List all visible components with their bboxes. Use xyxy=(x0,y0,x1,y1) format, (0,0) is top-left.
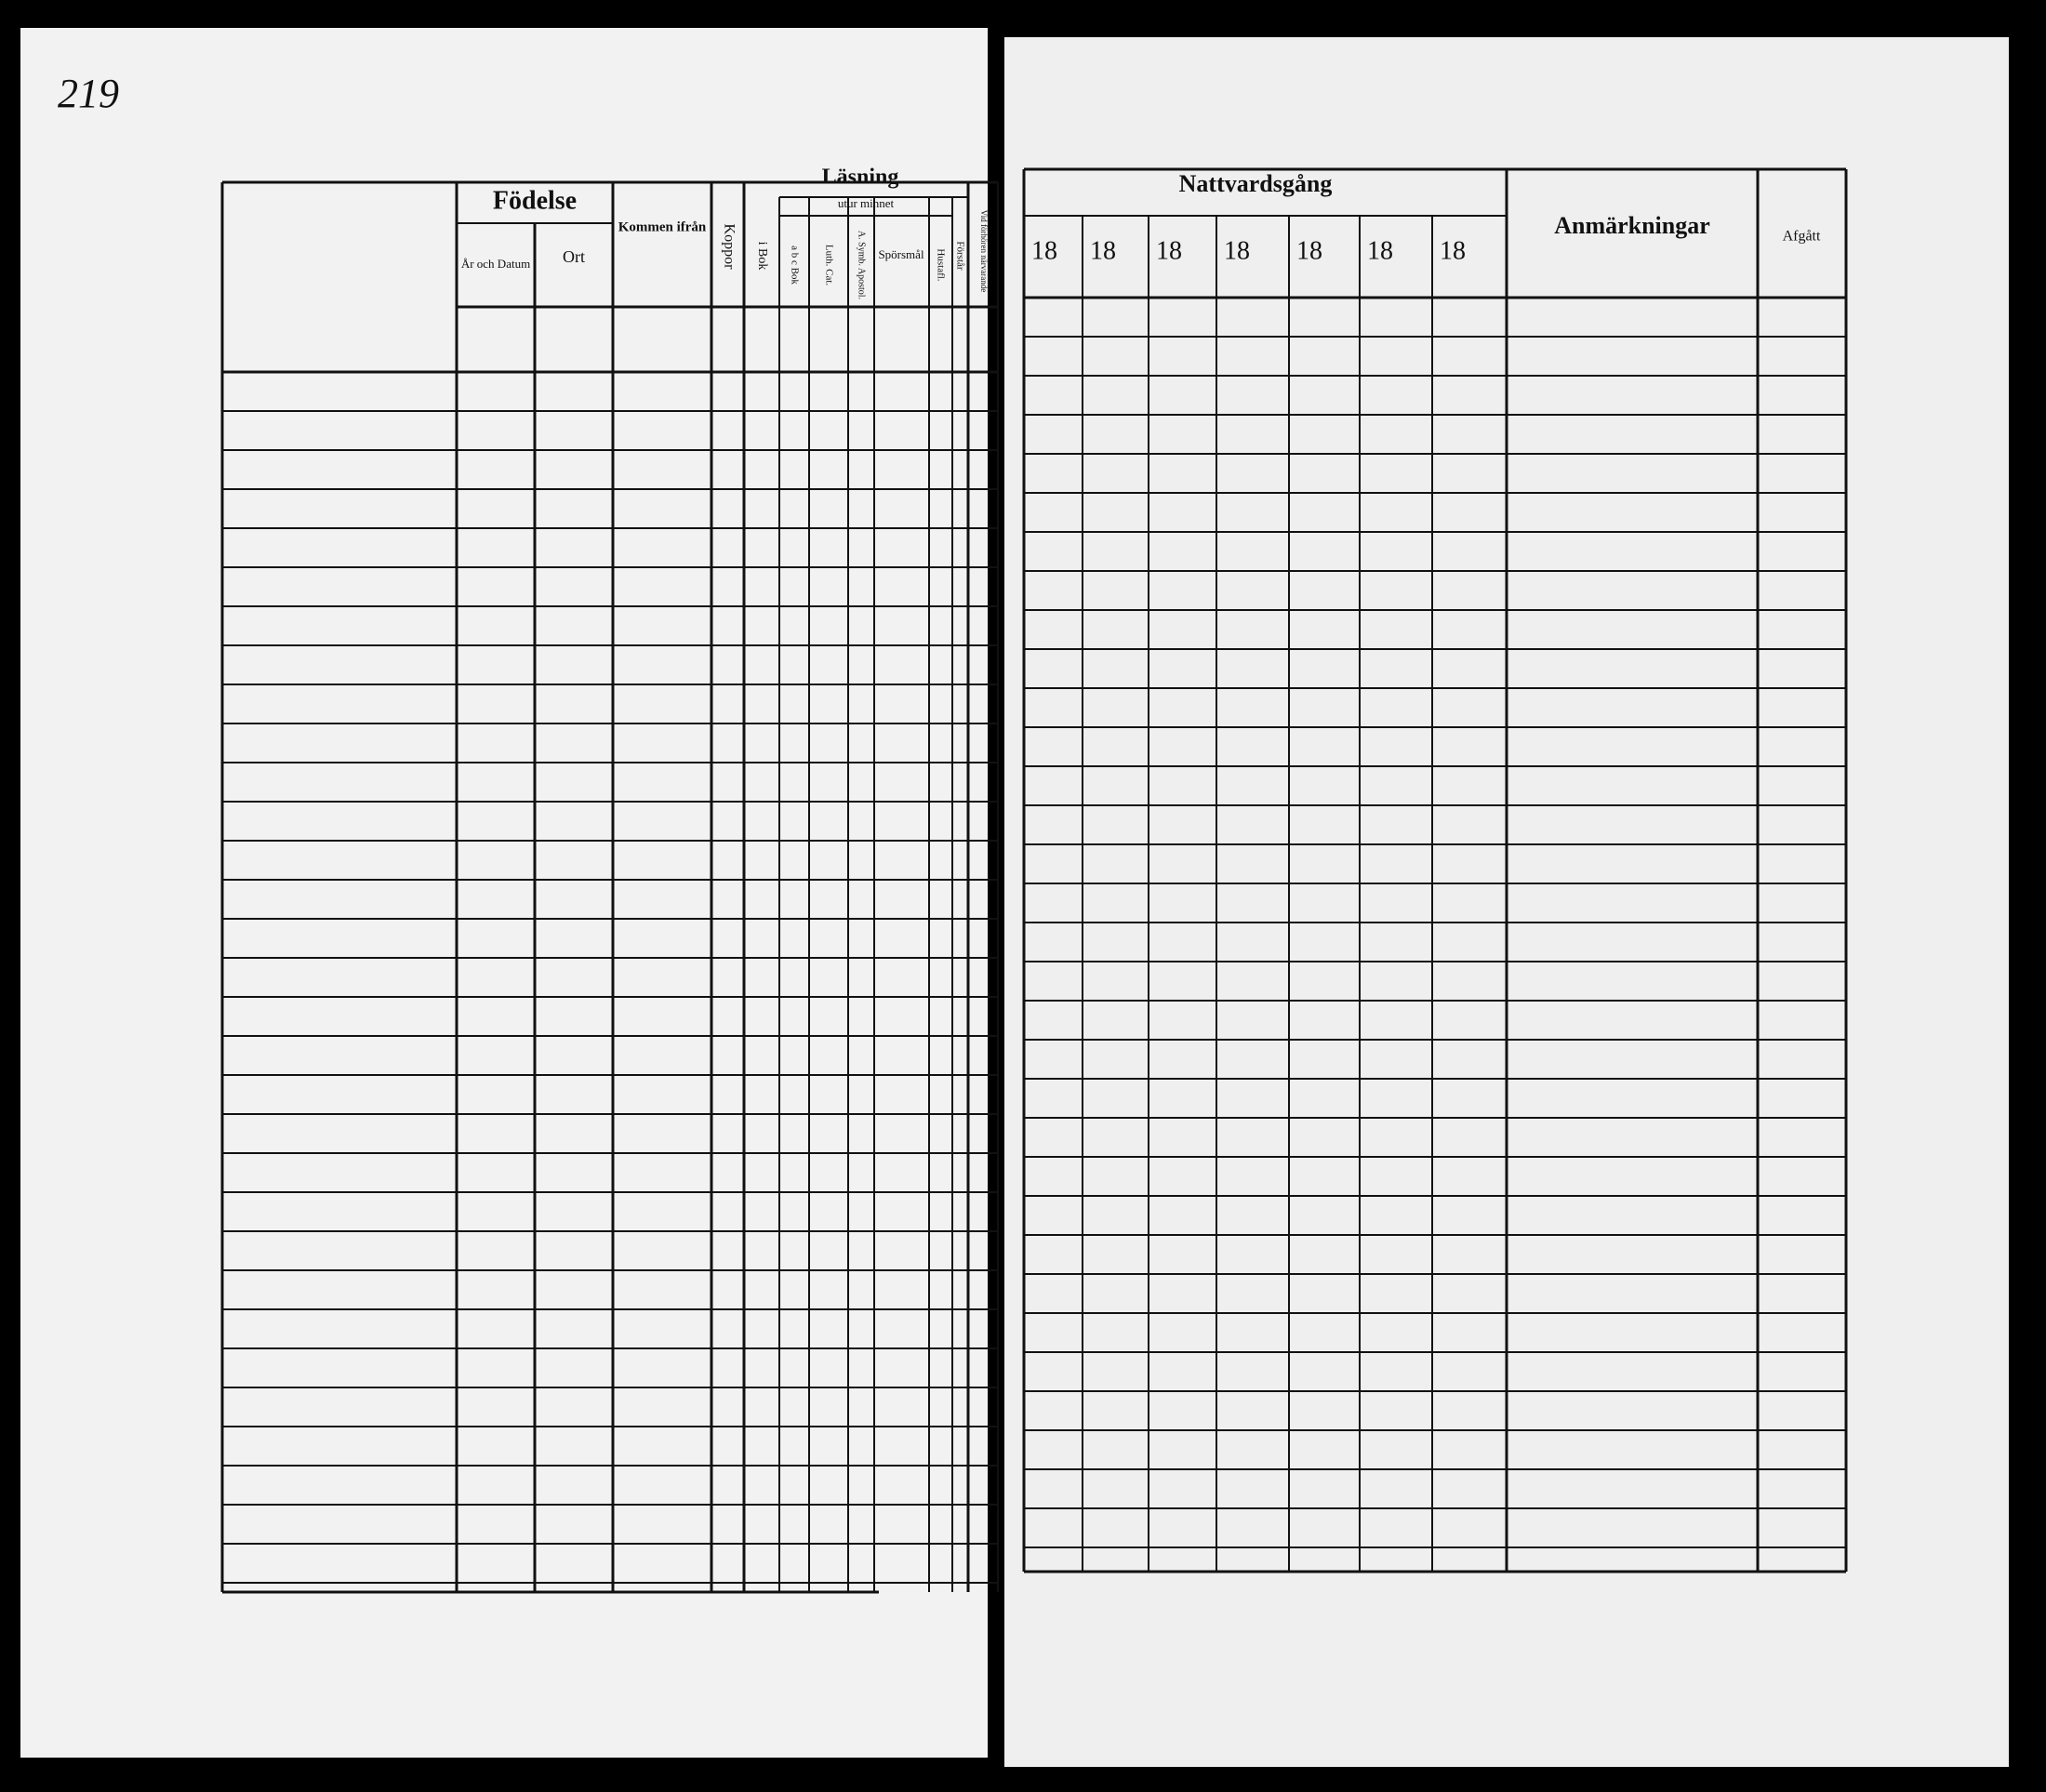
header: Ort xyxy=(563,247,585,266)
header: Spörsmål xyxy=(878,247,924,261)
header: a b c Bok xyxy=(789,246,800,285)
header: Kommen ifrån xyxy=(618,219,707,234)
year-prefix: 18 xyxy=(1440,236,1466,265)
header: i Bok xyxy=(755,242,769,271)
left-page xyxy=(20,28,988,1758)
header: Hustafl. xyxy=(935,248,946,281)
header: Födelse xyxy=(493,186,577,215)
year-prefix: 18 xyxy=(1031,236,1057,265)
header: År och Datum xyxy=(461,257,530,271)
header: Luth. Cat. xyxy=(823,245,834,286)
header: A. Symb. Apostol. xyxy=(857,231,867,299)
header: Vid förhören närvarande xyxy=(979,210,989,292)
header: Förstår xyxy=(954,241,965,271)
year-prefix: 18 xyxy=(1367,236,1393,265)
header: Afgått xyxy=(1783,229,1821,245)
header: Anmärkningar xyxy=(1554,212,1710,239)
year-prefix: 18 xyxy=(1090,236,1116,265)
year-prefix: 18 xyxy=(1156,236,1182,265)
year-prefix: 18 xyxy=(1296,236,1322,265)
header: Koppor xyxy=(721,224,737,271)
page-number: 219 xyxy=(58,71,119,116)
form-lines xyxy=(220,167,1848,1594)
header: Nattvardsgång xyxy=(1179,170,1333,197)
header: utur minnet xyxy=(838,196,895,210)
year-prefix: 18 xyxy=(1224,236,1250,265)
header: Läsning xyxy=(822,166,899,190)
